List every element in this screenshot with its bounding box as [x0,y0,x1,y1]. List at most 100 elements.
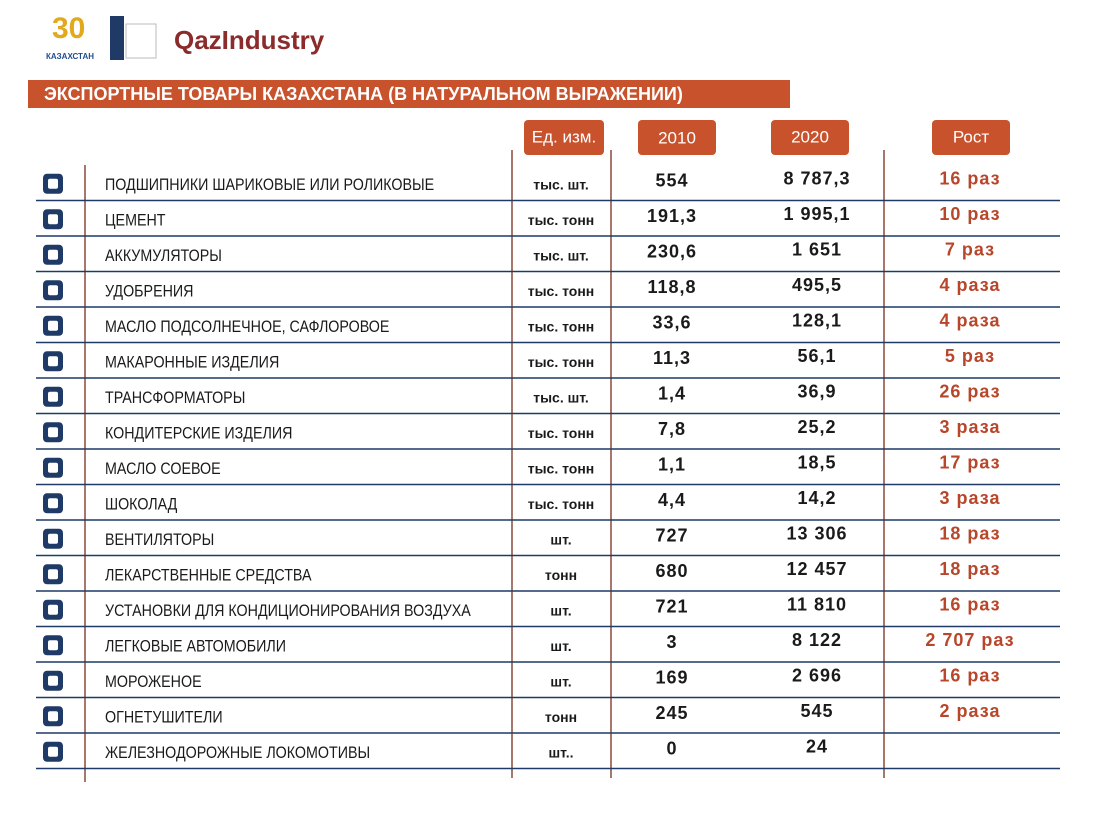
table-body: ПОДШИПНИКИ ШАРИКОВЫЕ ИЛИ РОЛИКОВЫЕ тыс. ш… [36,169,1060,770]
row-icon-detail [48,462,58,473]
table-row: МАСЛО ПОДСОЛНЕЧНОЕ, САФЛОРОВОЕ тыс. тонн 3… [36,311,1060,344]
table-row: ЦЕМЕНТ тыс. тонн 191,3 1 995,1 10 раз [36,204,1060,237]
unit: шт. [550,531,571,547]
table-row: КОНДИТЕРСКИЕ ИЗДЕЛИЯ тыс. тонн 7,8 25,2 3 ра… [36,417,1060,450]
column-header: Рост [953,127,990,146]
row-icon-detail [48,675,58,686]
growth: 16 раз [939,666,1000,686]
value-2020: 8 122 [792,630,842,650]
column-header: Ед. изм. [532,127,596,146]
value-2020: 495,5 [792,275,842,295]
value-2010: 1,4 [658,384,686,404]
table-row: ОГНЕТУШИТЕЛИ тонн 245 545 2 раза [36,701,1060,734]
growth: 3 раза [940,488,1001,508]
unit: шт. [550,602,571,618]
value-2020: 545 [800,701,833,721]
growth: 16 раз [939,169,1000,189]
unit: тыс. тонн [528,496,595,512]
table-row: ВЕНТИЛЯТОРЫ шт. 727 13 306 18 раз [36,524,1060,557]
row-icon-detail [48,498,58,509]
unit: тыс. шт. [533,176,589,192]
title: ЭКСПОРТНЫЕ ТОВАРЫ КАЗАХСТАНА (В НАТУРАЛЬ… [44,84,683,104]
row-icon-detail [48,356,58,367]
product-name: УСТАНОВКИ ДЛЯ КОНДИЦИОНИРОВАНИЯ ВОЗДУХА [105,602,471,620]
value-2020: 11 810 [787,595,847,615]
table-row: МОРОЖЕНОЕ шт. 169 2 696 16 раз [36,666,1060,699]
table-row: МАКАРОННЫЕ ИЗДЕЛИЯ тыс. тонн 11,3 56,1 5 раз [36,346,1060,379]
value-2020: 2 696 [792,666,842,686]
row-icon-detail [48,285,58,296]
logo-badge [125,23,157,59]
value-2010: 169 [655,668,688,688]
unit: тыс. тонн [528,425,595,441]
value-2020: 36,9 [797,382,836,402]
growth: 4 раза [940,275,1001,295]
logo-country: КАЗАХСТАН [46,52,94,61]
row-icon-detail [48,746,58,757]
table-row: ЛЕГКОВЫЕ АВТОМОБИЛИ шт. 3 8 122 2 707 раз [36,630,1060,663]
value-2020: 14,2 [797,488,836,508]
value-2010: 3 [666,632,677,652]
product-name: ШОКОЛАД [105,496,178,514]
value-2020: 128,1 [792,311,842,331]
growth: 16 раз [939,595,1000,615]
brand: QazIndustry [174,25,325,55]
value-2010: 191,3 [647,206,697,226]
value-2020: 13 306 [786,524,847,544]
row-icon-detail [48,604,58,615]
product-name: ПОДШИПНИКИ ШАРИКОВЫЕ ИЛИ РОЛИКОВЫЕ [105,176,434,194]
table-row: УСТАНОВКИ ДЛЯ КОНДИЦИОНИРОВАНИЯ ВОЗДУХА ш… [36,595,1060,628]
product-name: ТРАНСФОРМАТОРЫ [105,389,245,407]
header-pill [638,120,716,155]
growth: 4 раза [940,311,1001,331]
table-row: ЖЕЛЕЗНОДОРОЖНЫЕ ЛОКОМОТИВЫ шт.. 0 24 [36,737,1060,770]
value-2010: 727 [655,526,688,546]
row-icon-detail [48,711,58,722]
table-lines [84,150,885,782]
value-2010: 245 [655,703,688,723]
unit: шт. [550,638,571,654]
logo: 30 КАЗАХСТАН QazIndustry [46,12,325,61]
column-headers: Ед. изм. 2010 2020 Рост [524,120,1010,155]
unit: тонн [545,567,577,583]
unit: тыс. тонн [528,318,595,334]
value-2010: 721 [655,597,688,617]
value-2020: 25,2 [797,417,836,437]
product-name: ВЕНТИЛЯТОРЫ [105,531,214,549]
unit: шт.. [548,744,573,760]
unit: шт. [550,673,571,689]
table-row: УДОБРЕНИЯ тыс. тонн 118,8 495,5 4 раза [36,275,1060,308]
unit: тыс. шт. [533,389,589,405]
header-pill [524,120,604,155]
product-name: МАСЛО СОЕВОЕ [105,460,221,478]
growth: 2 707 раз [925,630,1014,650]
table-row: АККУМУЛЯТОРЫ тыс. шт. 230,6 1 651 7 раз [36,240,1060,273]
growth: 17 раз [939,453,1000,473]
product-name: АККУМУЛЯТОРЫ [105,247,222,265]
row-icon-detail [48,569,58,580]
value-2010: 7,8 [658,419,686,439]
value-2010: 230,6 [647,242,697,262]
title-band [28,80,790,108]
unit: тыс. тонн [528,354,595,370]
value-2010: 1,1 [658,455,686,475]
value-2010: 118,8 [647,277,696,297]
row-icon-detail [48,214,58,225]
row-icon-detail [48,320,58,331]
growth: 5 раз [945,346,995,366]
value-2010: 554 [655,171,688,191]
table-row: ЛЕКАРСТВЕННЫЕ СРЕДСТВА тонн 680 12 457 18 ра… [36,559,1060,592]
table-row: ТРАНСФОРМАТОРЫ тыс. шт. 1,4 36,9 26 раз [36,382,1060,415]
value-2020: 8 787,3 [783,169,850,189]
column-header: 2020 [791,127,829,146]
growth: 18 раз [939,559,1000,579]
value-2020: 12 457 [786,559,847,579]
product-name: МАСЛО ПОДСОЛНЕЧНОЕ, САФЛОРОВОЕ [105,318,389,336]
value-2010: 11,3 [653,348,691,368]
growth: 3 раза [940,417,1001,437]
unit: тонн [545,709,577,725]
product-name: ЖЕЛЕЗНОДОРОЖНЫЕ ЛОКОМОТИВЫ [105,744,370,762]
growth: 26 раз [939,382,1000,402]
value-2010: 4,4 [658,490,686,510]
